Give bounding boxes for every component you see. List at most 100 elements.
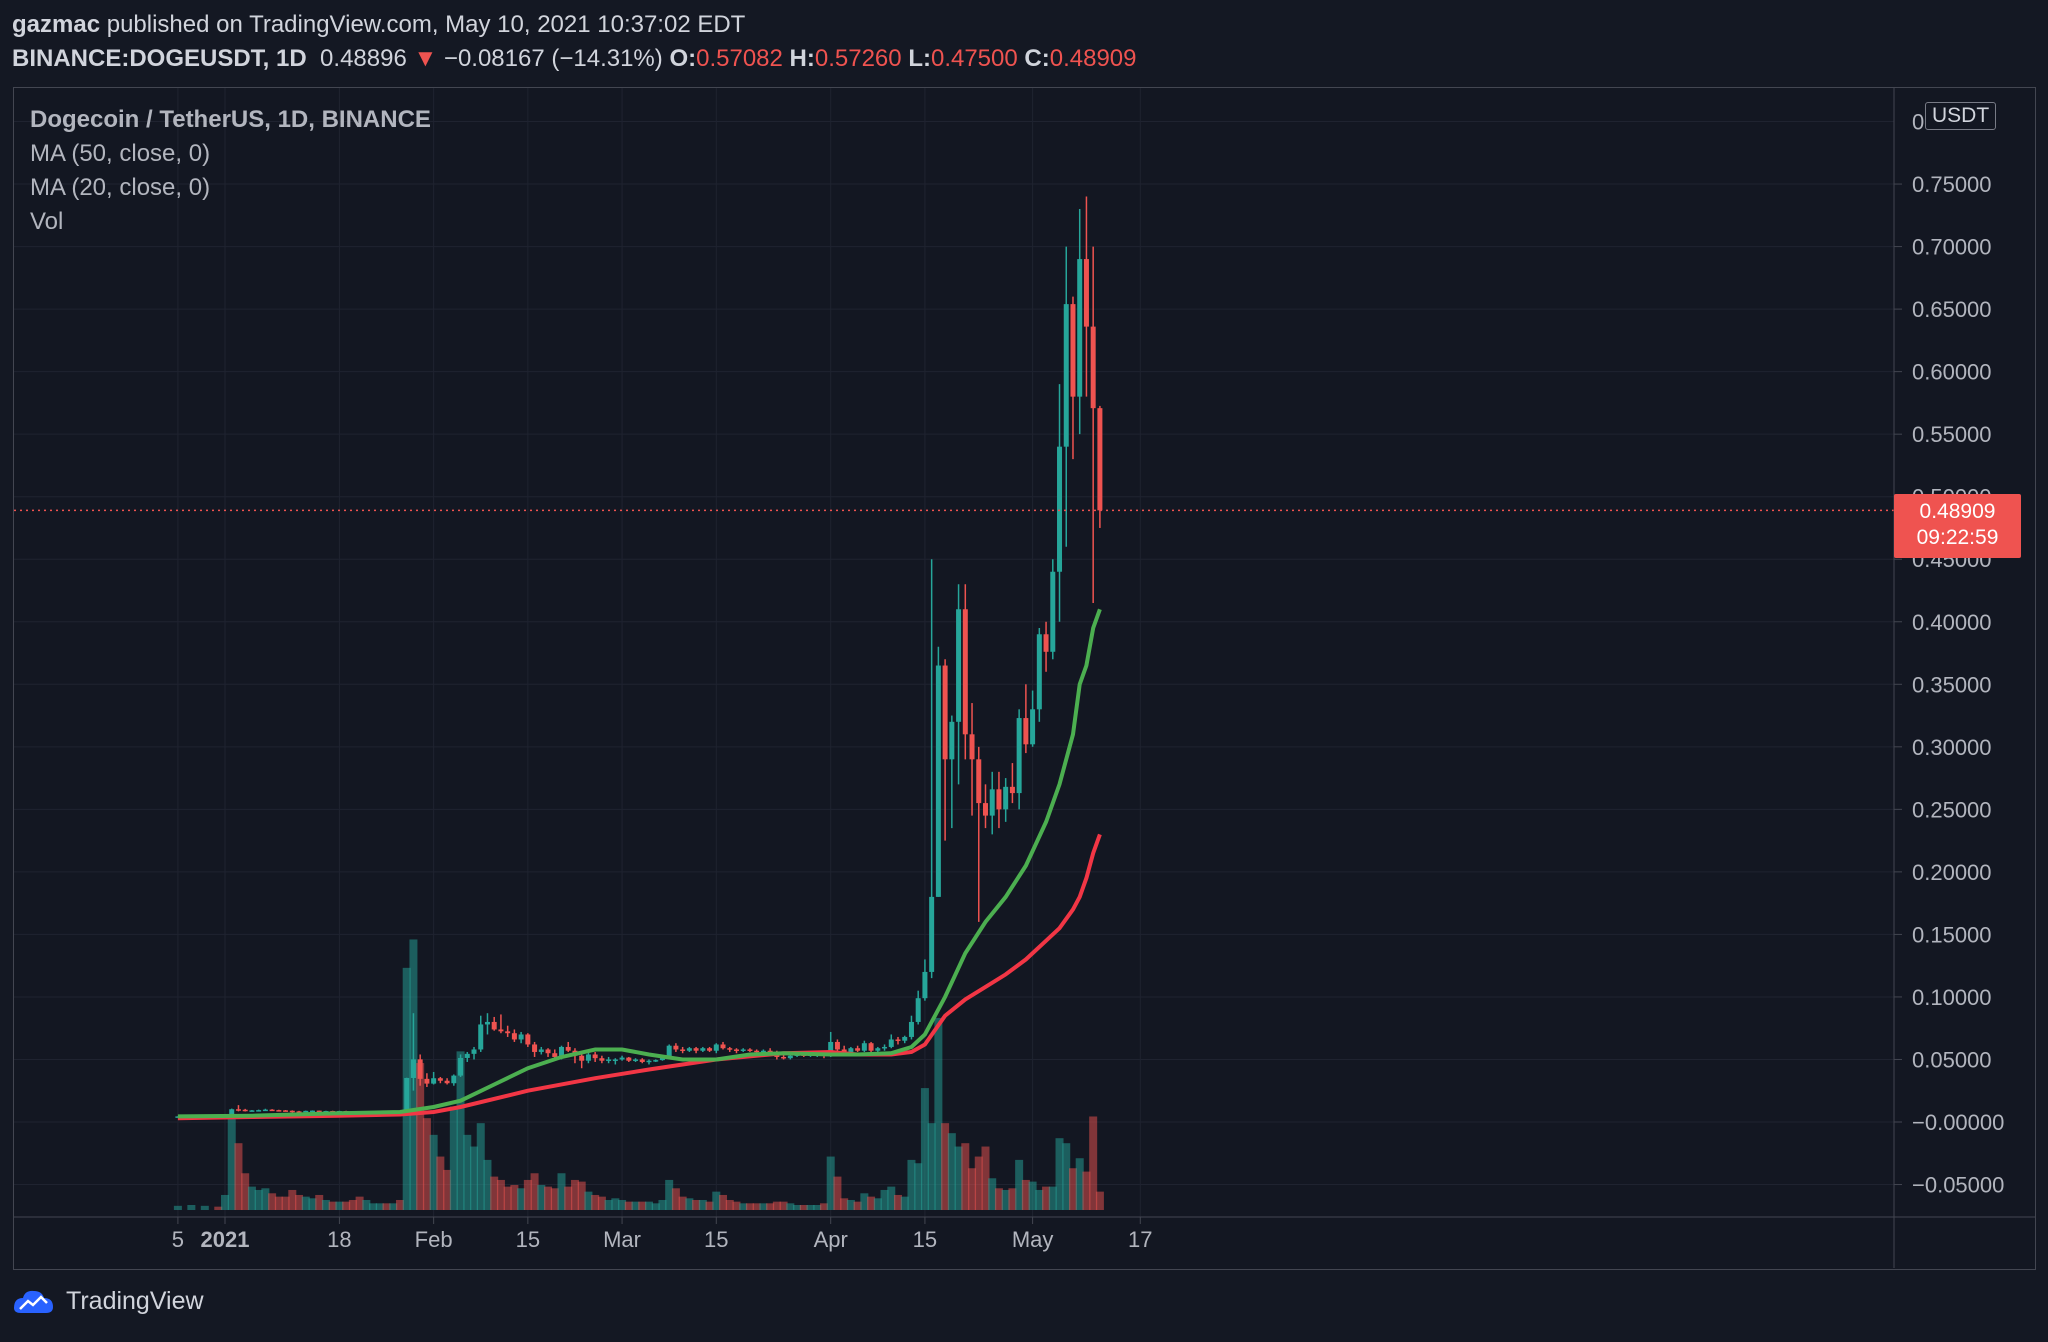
candle-body: [565, 1046, 571, 1051]
candle-body: [659, 1056, 665, 1061]
time-axis-label: 17: [1128, 1227, 1152, 1252]
candle-body: [935, 665, 941, 897]
volume-bar: [517, 1188, 526, 1210]
legend-ma50[interactable]: MA (50, close, 0): [30, 140, 211, 167]
brand[interactable]: TradingView: [12, 1286, 204, 1316]
candle-body: [720, 1044, 726, 1049]
published-text: published on TradingView.com, May 10, 20…: [100, 11, 746, 38]
volume-bar: [456, 1051, 465, 1210]
candle-body: [686, 1048, 692, 1051]
volume-bar: [644, 1201, 653, 1210]
volume-bar: [920, 1088, 929, 1210]
volume-bar: [941, 1123, 950, 1210]
last-price: 0.48896: [320, 45, 407, 72]
candle-body: [1070, 304, 1076, 397]
candle-body: [1030, 709, 1036, 745]
candle-body: [1063, 304, 1069, 447]
grid: [14, 88, 1894, 1217]
countdown: 09:22:59: [1916, 526, 1999, 549]
volume-bar: [954, 1146, 963, 1210]
candle-body: [653, 1060, 659, 1062]
candle-body: [242, 1109, 248, 1112]
volume-bar: [496, 1179, 505, 1210]
volume-bar: [443, 1169, 452, 1210]
volume-bar: [537, 1184, 546, 1210]
time-axis-label: Apr: [814, 1227, 848, 1252]
time-axis-label: 18: [327, 1227, 351, 1252]
volume-bar: [1048, 1186, 1057, 1210]
candle-body: [1097, 408, 1103, 511]
volume-bar: [214, 1206, 223, 1210]
volume-bar: [611, 1198, 620, 1210]
volume-bar: [449, 1106, 458, 1210]
legend: Dogecoin / TetherUS, 1D, BINANCE MA (50,…: [30, 103, 431, 239]
candle-body: [855, 1048, 861, 1051]
candle-body: [289, 1110, 295, 1113]
candle-body: [949, 721, 955, 760]
candle-body: [646, 1060, 652, 1063]
volume-bar: [362, 1199, 371, 1210]
volume-bar: [234, 1143, 243, 1210]
candle-body: [491, 1021, 497, 1030]
candle-body: [612, 1059, 618, 1061]
candle-body: [639, 1059, 645, 1062]
volume-bar: [1008, 1188, 1017, 1210]
volume-bar: [624, 1201, 633, 1210]
candle-body: [484, 1021, 490, 1025]
candle-body: [781, 1056, 787, 1059]
legend-ma20[interactable]: MA (20, close, 0): [30, 174, 211, 201]
volume-bar: [395, 1199, 404, 1210]
header: gazmac published on TradingView.com, May…: [12, 8, 1137, 76]
volume-bar: [416, 1063, 425, 1210]
candle-body: [633, 1059, 639, 1061]
volume-bar: [867, 1196, 876, 1210]
volume-bar: [429, 1134, 438, 1210]
candle-body: [922, 971, 928, 999]
legend-vol[interactable]: Vol: [30, 208, 64, 235]
volume-bar: [1089, 1116, 1098, 1210]
volume-bar: [335, 1201, 344, 1210]
volume-bar: [274, 1196, 283, 1210]
volume-bar: [806, 1204, 815, 1210]
candle-body: [727, 1048, 733, 1050]
candle-body: [834, 1041, 840, 1050]
volume-bar: [1001, 1189, 1010, 1210]
volume-bar: [994, 1188, 1003, 1210]
currency-button[interactable]: USDT: [1925, 102, 1997, 130]
time-axis-label: Mar: [603, 1227, 641, 1252]
volume-bar: [1068, 1168, 1077, 1210]
volume-bar: [786, 1203, 795, 1210]
volume-bar: [510, 1184, 519, 1210]
candle-body: [505, 1031, 511, 1034]
volume-bar: [254, 1189, 263, 1210]
candle-body: [1003, 786, 1009, 810]
price-axis-label: 0.10000: [1912, 985, 1992, 1010]
volume-bar: [873, 1198, 882, 1210]
candle-body: [969, 734, 975, 760]
candle-body: [908, 1021, 914, 1037]
volume-bar: [846, 1199, 855, 1210]
candle-body: [283, 1110, 289, 1112]
time-axis-label: 15: [913, 1227, 937, 1252]
candle-body: [464, 1053, 470, 1058]
candles: [175, 196, 1103, 1118]
price-axis-label: 0.35000: [1912, 672, 1992, 697]
volume-bar: [301, 1196, 310, 1210]
symbol: BINANCE:DOGEUSDT, 1D: [12, 45, 307, 72]
volume-bar: [927, 1123, 936, 1210]
candle-body: [828, 1041, 834, 1056]
close-label: C:: [1024, 45, 1050, 72]
candle-body: [841, 1049, 847, 1052]
candle-body: [693, 1048, 699, 1051]
last-price-tag-value: 0.48909: [1919, 500, 1996, 523]
candle-body: [276, 1110, 282, 1112]
open-label: O:: [669, 45, 697, 72]
volume-bar: [651, 1203, 660, 1210]
price-axis-label: 0.25000: [1912, 797, 1992, 822]
candle-body: [431, 1078, 437, 1084]
brand-name: TradingView: [66, 1286, 204, 1315]
price-axis-label: −0.00000: [1912, 1110, 2004, 1135]
volume-bar: [342, 1201, 351, 1210]
candle-body: [1016, 718, 1022, 794]
